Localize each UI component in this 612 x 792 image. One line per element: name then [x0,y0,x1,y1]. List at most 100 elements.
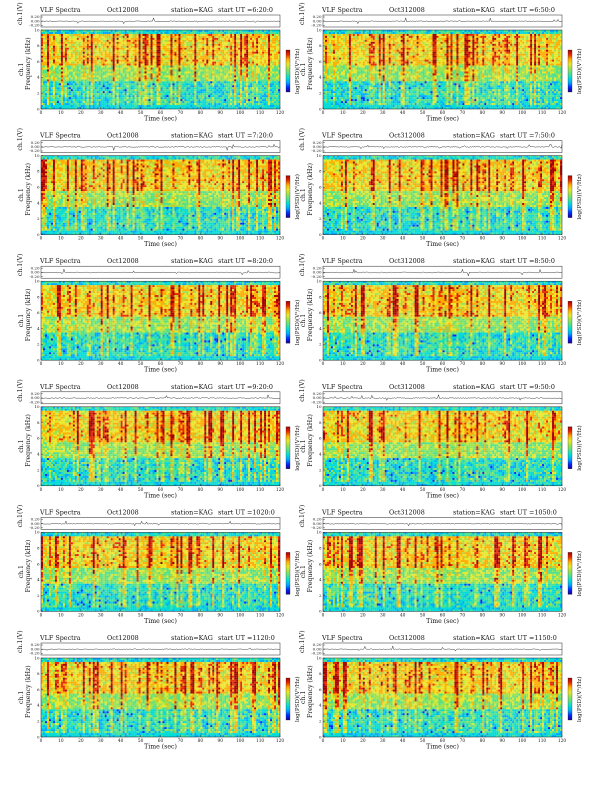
spectrogram-cell [147,34,149,36]
spectrogram-cell [105,30,107,32]
spectrogram-cell [264,44,266,46]
spectrogram-cell [212,42,214,44]
spectrogram-cell [63,40,65,42]
spectrogram-cell [135,34,137,36]
spectrogram-cell [87,42,89,44]
spectrogram-cell [204,32,206,34]
spectrogram-cell [190,46,192,48]
spectrogram-cell [115,36,117,38]
spectrogram-cell [236,42,238,44]
spectrogram-cell [75,48,77,50]
spectrogram-cell [105,48,107,50]
spectrogram-cell [236,40,238,42]
spectrogram-cell [53,50,55,52]
spectrogram-cell [228,48,230,50]
spectrogram-cell [178,38,180,40]
spectrogram-cell [123,44,125,46]
spectrogram-cell [230,34,232,36]
spectrogram-cell [176,36,178,38]
spectrogram-cell [238,40,240,42]
spectrogram-cell [212,38,214,40]
spectrogram-cell [149,44,151,46]
spectrogram-cell [224,48,226,50]
spectrogram-cell [45,32,47,34]
spectrogram-cell [53,36,55,38]
spectrogram-cell [69,30,71,32]
spectrogram-cell [274,48,276,50]
spectrogram-cell [218,30,220,32]
spectrogram-cell [123,40,125,42]
spectrogram-cell [87,34,89,36]
spectrogram-cell [246,34,248,36]
spectrogram-cell [186,40,188,42]
spectrogram-cell [151,40,153,42]
spectrogram-cell [105,36,107,38]
spectrogram [41,30,280,109]
spectrogram-cell [226,48,228,50]
spectrogram-cell [168,34,170,36]
spectrogram-cell [232,30,234,32]
spectrogram-cell [127,38,129,40]
spectrogram-cell [248,44,250,46]
spectrogram-cell [41,46,43,48]
spectrogram-cell [71,30,73,32]
spectrogram-cell [234,38,236,40]
spectrogram-cell [256,32,258,34]
spectrogram-cell [109,50,111,52]
spectrogram-cell [133,48,135,50]
spectrogram-cell [137,32,139,34]
spectrogram-cell [256,42,258,44]
spectrogram-cell [266,48,268,50]
spectrogram-cell [246,44,248,46]
spectrogram-cell [210,48,212,50]
spectrogram-cell [159,30,161,32]
spectrogram-cell [47,40,49,42]
spectrogram-cell [224,30,226,32]
spectrogram-cell [43,32,45,34]
spectrogram-cell [190,34,192,36]
spectrogram-cell [151,42,153,44]
spectrogram-cell [216,42,218,44]
spectrogram-cell [67,38,69,40]
spectrogram-cell [230,44,232,46]
spectrogram-cell [198,40,200,42]
spectrogram-cell [262,48,264,50]
spectrogram-cell [210,36,212,38]
spectrogram-cell [65,42,67,44]
spectrogram-cell [137,44,139,46]
spectrogram-cell [164,40,166,42]
spectrogram-cell [238,34,240,36]
spectrogram-cell [63,50,65,52]
spectrogram-cell [99,44,101,46]
spectrogram-cell [164,46,166,48]
spectrogram-cell [83,32,85,34]
spectrogram-cell [168,42,170,44]
spectrogram-cell [218,44,220,46]
spectrogram-cell [186,38,188,40]
spectrogram-cell [55,36,57,38]
spectrogram-cell [45,36,47,38]
spectrogram-cell [67,36,69,38]
spectrogram-cell [113,36,115,38]
spectrogram-cell [69,42,71,44]
spectrogram-cell [180,40,182,42]
spectrogram-cell [123,30,125,32]
spectrogram-cell [61,34,63,36]
spectrogram-cell [244,46,246,48]
spectrogram-cell [51,30,53,32]
spectrogram-cell [159,34,161,36]
spectrogram-cell [97,44,99,46]
spectrogram-cell [186,42,188,44]
spectrogram-cell [166,34,168,36]
spectrogram-cell [226,30,228,32]
spectrogram-cell [161,34,163,36]
spectrogram-cell [53,44,55,46]
spectrogram-cell [81,50,83,52]
spectrogram-cell [157,40,159,42]
spectrogram-cell [238,30,240,32]
spectrogram-cell [157,30,159,32]
spectrogram-cell [153,48,155,50]
spectrogram-cell [109,34,111,36]
spectrogram-cell [270,40,272,42]
spectrogram-cell [262,46,264,48]
